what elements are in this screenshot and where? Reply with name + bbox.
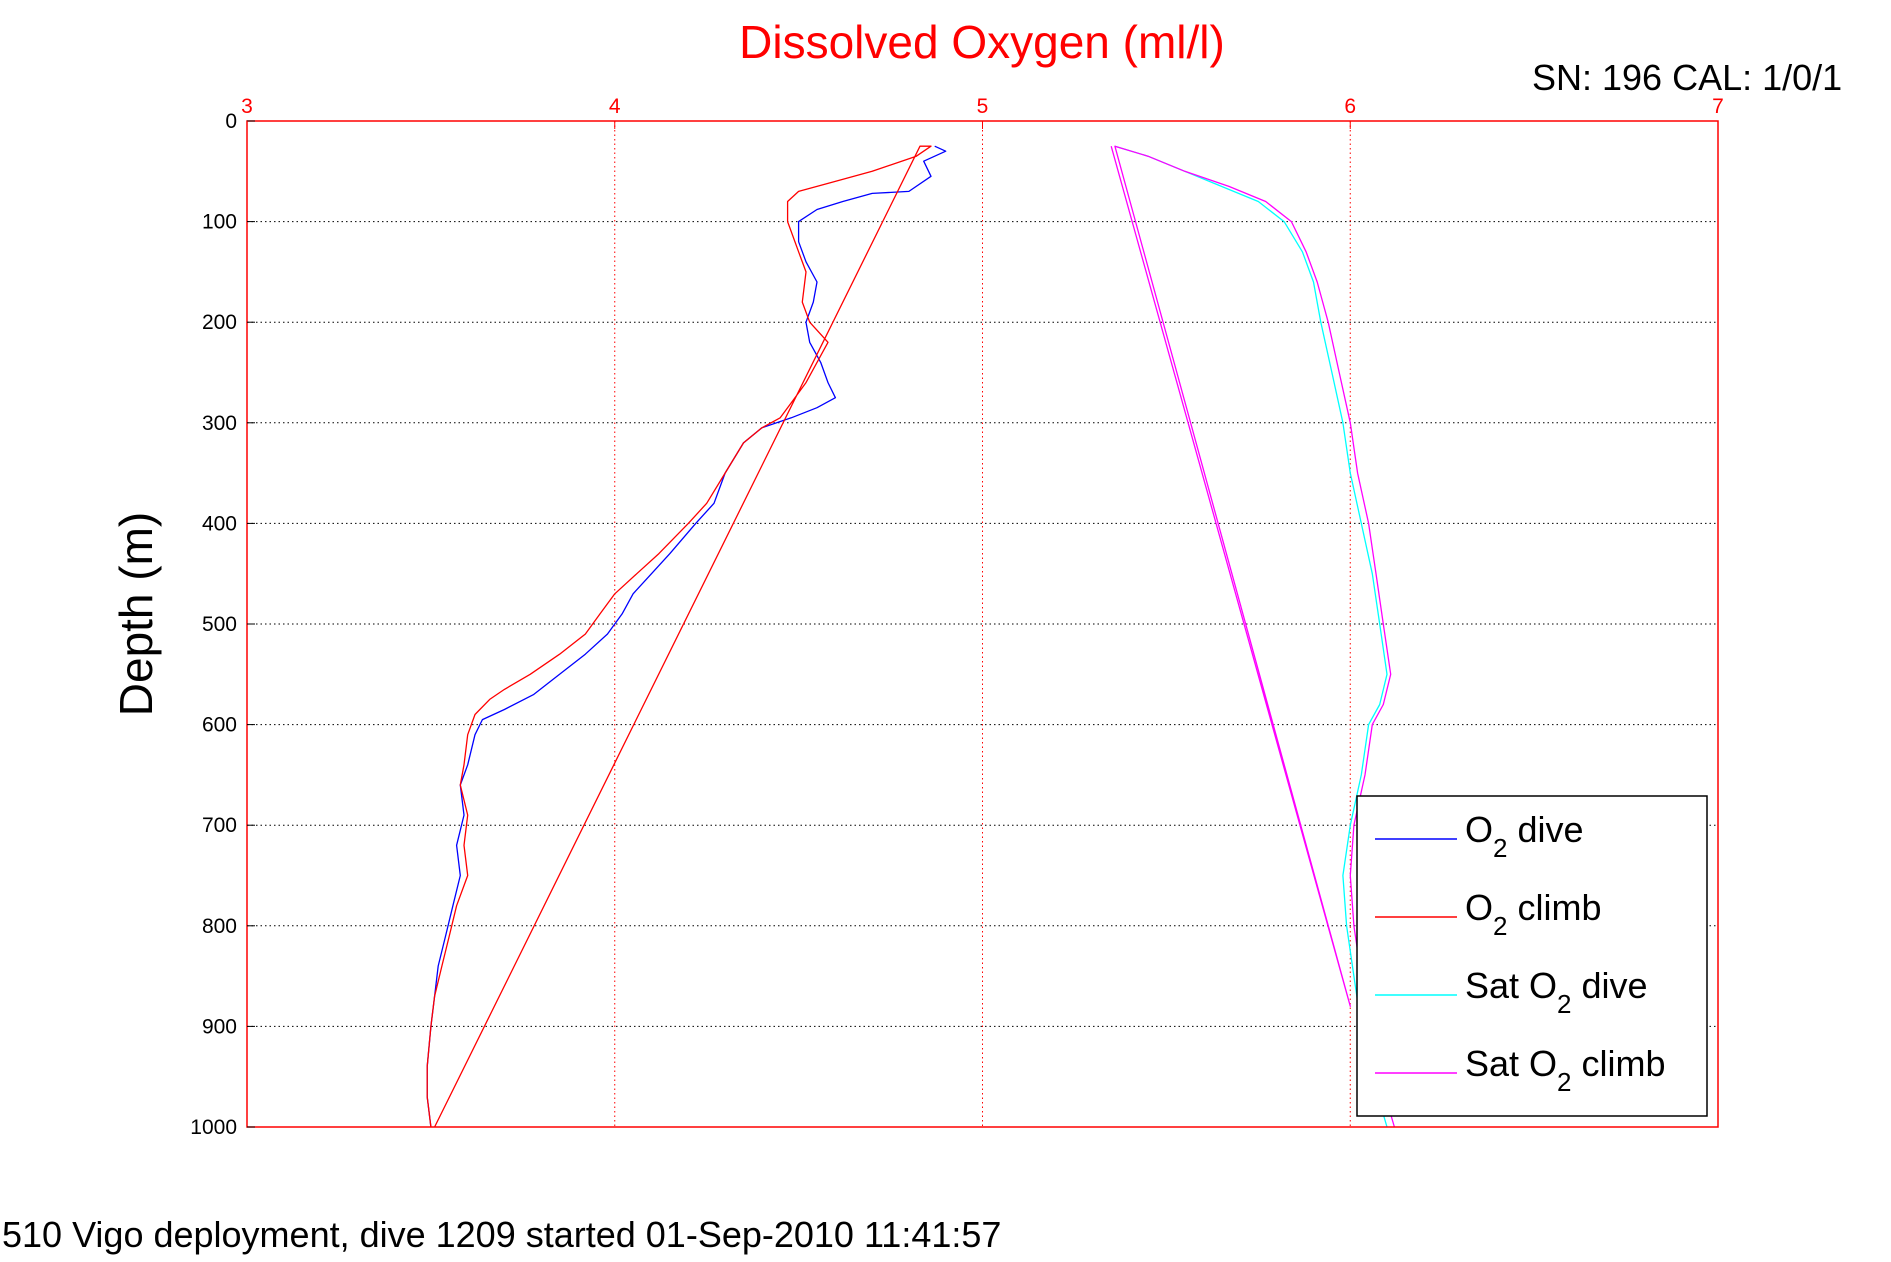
legend: O2 dive O2 climb Sat O2 dive Sat O2 climb <box>1356 795 1708 1117</box>
y-tick-label: 700 <box>202 814 237 837</box>
y-tick-label: 800 <box>202 915 237 938</box>
legend-box <box>1356 795 1708 1117</box>
x-tick-label: 3 <box>241 95 253 118</box>
y-tick-label: 900 <box>202 1015 237 1038</box>
y-tick-label: 100 <box>202 211 237 234</box>
series-layer <box>426 145 1396 1128</box>
x-tick-label: 6 <box>1344 95 1356 118</box>
legend-entry-label: O2 dive <box>1465 809 1584 863</box>
x-tick-label: 4 <box>609 95 621 118</box>
chart-title: Dissolved Oxygen (ml/l) <box>739 16 1225 68</box>
y-tick-label: 0 <box>225 110 237 133</box>
y-tick-label: 400 <box>202 512 237 535</box>
series-line-4 <box>1110 145 1396 1128</box>
legend-entry-label: O2 climb <box>1465 887 1602 941</box>
x-tick-label: 7 <box>1712 95 1724 118</box>
tick-layer: 0 100 200 300 400 500 600 700 800 900 1000 3 4 5 6 7 <box>190 95 1724 1139</box>
y-axis-label: Depth (m) <box>110 512 162 716</box>
y-tick-label: 200 <box>202 311 237 334</box>
x-tick-label: 5 <box>977 95 989 118</box>
legend-entry-label: Sat O2 dive <box>1465 965 1648 1019</box>
series-line-2 <box>426 145 932 1128</box>
series-line-3 <box>1114 145 1388 1128</box>
dive-info-footer: G510 Vigo deployment, dive 1209 started … <box>0 1214 1001 1255</box>
y-tick-label: 1000 <box>190 1116 237 1139</box>
y-tick-label: 500 <box>202 613 237 636</box>
legend-entry-label: Sat O2 climb <box>1465 1043 1666 1097</box>
serial-calibration-note: SN: 196 CAL: 1/0/1 <box>1532 57 1842 98</box>
y-tick-label: 600 <box>202 714 237 737</box>
y-tick-label: 300 <box>202 412 237 435</box>
series-line-1 <box>426 145 947 1128</box>
